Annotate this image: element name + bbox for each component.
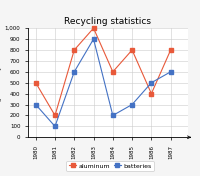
Y-axis label: Kilograms recycled: Kilograms recycled [0, 53, 2, 113]
Legend: aluminum, batteries: aluminum, batteries [66, 161, 154, 171]
X-axis label: Year: Year [101, 162, 115, 167]
Title: Recycling statistics: Recycling statistics [64, 17, 152, 26]
